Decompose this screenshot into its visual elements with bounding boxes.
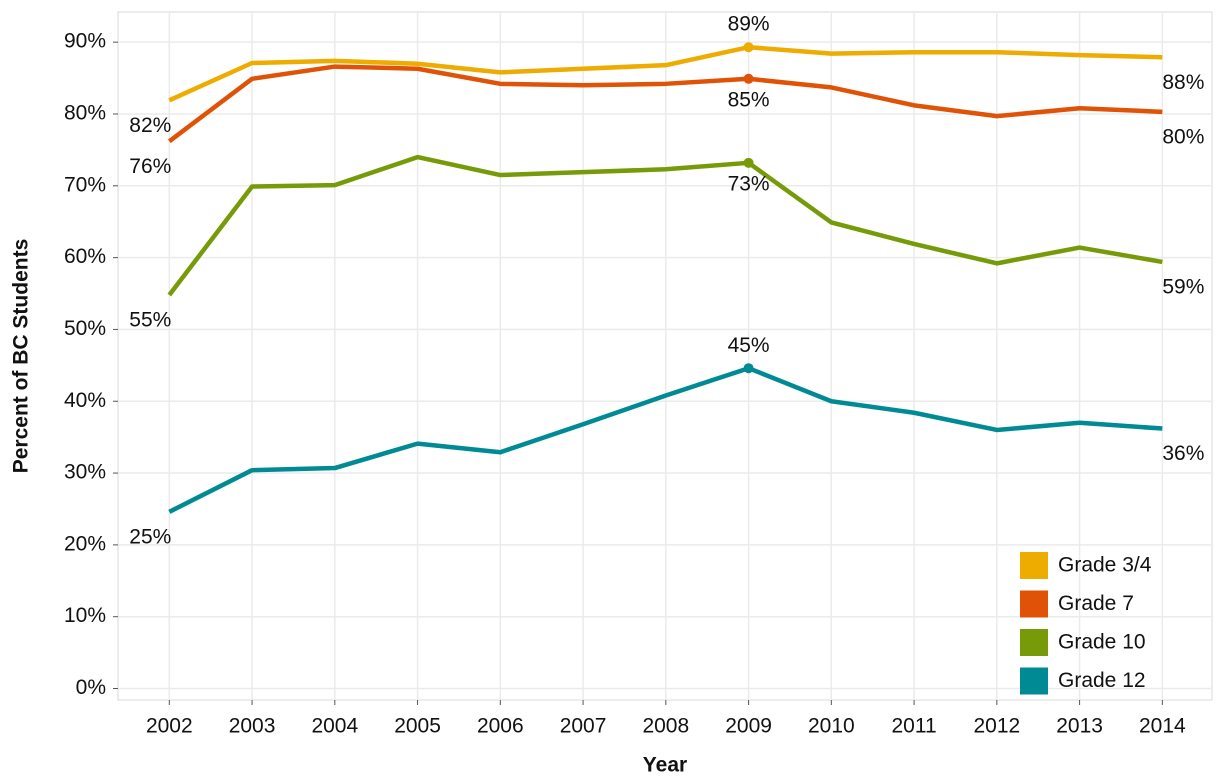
y-tick-label: 60% <box>64 245 106 268</box>
line <box>167 154 1163 297</box>
y-tick-label: 0% <box>76 676 106 699</box>
line <box>168 44 1163 103</box>
data-label: 76% <box>129 155 171 178</box>
data-label: 82% <box>129 114 171 137</box>
legend-label: Grade 10 <box>1058 631 1146 654</box>
data-label: 89% <box>728 13 770 36</box>
x-tick-label: 2014 <box>1139 715 1186 738</box>
data-label: 25% <box>129 525 171 548</box>
line <box>168 365 1163 514</box>
y-tick-label: 30% <box>64 461 106 484</box>
x-axis-title: Year <box>643 754 687 776</box>
data-label: 80% <box>1162 125 1204 148</box>
data-label: 36% <box>1162 442 1204 465</box>
point <box>743 157 754 168</box>
x-tick-label: 2009 <box>725 715 772 738</box>
data-label: 88% <box>1162 71 1204 94</box>
data-label: 45% <box>728 334 770 357</box>
data-label: 73% <box>728 172 770 195</box>
legend-swatch <box>1020 629 1048 656</box>
point <box>743 42 754 53</box>
x-tick-label: 2005 <box>394 715 441 738</box>
point <box>743 363 754 374</box>
x-tick-label: 2011 <box>892 715 937 738</box>
y-tick-label: 90% <box>64 30 106 53</box>
legend-swatch <box>1020 667 1048 695</box>
y-tick-label: 80% <box>64 102 106 125</box>
x-tick-label: 2006 <box>477 715 524 738</box>
x-tick-label: 2002 <box>146 715 193 738</box>
y-tick-label: 70% <box>64 173 106 196</box>
x-tick-label: 2007 <box>560 715 607 738</box>
x-tick-label: 2010 <box>808 715 855 738</box>
legend-swatch <box>1020 552 1048 579</box>
legend-swatch <box>1020 590 1048 618</box>
y-tick-label: 50% <box>64 317 106 340</box>
data-label: 55% <box>129 309 171 332</box>
x-tick-label: 2008 <box>642 715 689 738</box>
legend-label: Grade 3/4 <box>1058 554 1152 577</box>
x-tick-label: 2003 <box>229 715 276 738</box>
y-tick-label: 40% <box>64 389 106 412</box>
legend-label: Grade 12 <box>1058 669 1146 692</box>
data-label: 59% <box>1162 275 1204 298</box>
x-tick-label: 2004 <box>311 715 358 738</box>
x-tick-label: 2012 <box>973 715 1020 738</box>
legend-label: Grade 7 <box>1058 592 1134 615</box>
x-tick-label: 2013 <box>1056 715 1103 738</box>
y-axis-title: Percent of BC Students <box>10 239 33 474</box>
point <box>743 73 754 84</box>
y-tick-label: 20% <box>64 532 106 555</box>
y-tick-label: 10% <box>64 604 106 627</box>
plot-panel <box>117 11 1213 701</box>
data-label: 85% <box>728 88 770 111</box>
line <box>167 64 1163 144</box>
